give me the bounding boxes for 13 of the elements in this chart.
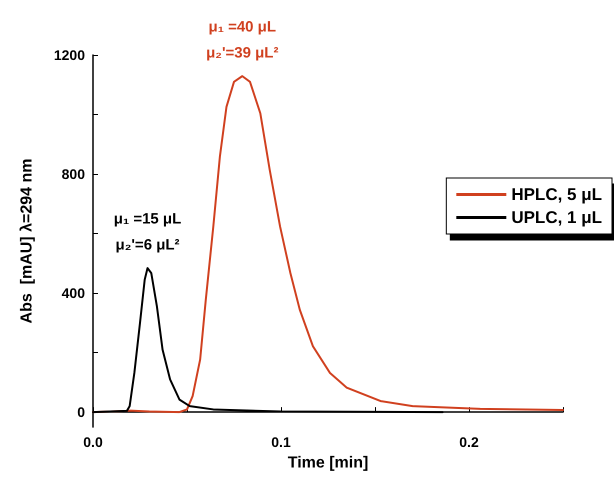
- annotation: μ₁ =15 μL μ₂'=6 μL²: [114, 210, 182, 254]
- annotation: μ₁ =40 μL μ₂'=39 μL²: [206, 18, 278, 62]
- y-tick-label: 400: [62, 285, 86, 302]
- y-tick-label: 1200: [54, 47, 86, 63]
- x-axis-title: Time [min]: [288, 454, 368, 472]
- y-axis-title: Abs [mAU] λ=294 nm: [18, 158, 36, 324]
- legend-label: UPLC, 1 μL: [511, 208, 602, 227]
- x-tick-label: 0.1: [271, 434, 291, 450]
- x-tick-label: 0.0: [83, 434, 103, 450]
- x-tick-label: 0.2: [459, 434, 479, 450]
- y-tick-label: 0: [77, 404, 86, 420]
- y-tick-label: 800: [62, 166, 86, 182]
- legend-label: HPLC, 5 μL: [511, 185, 602, 204]
